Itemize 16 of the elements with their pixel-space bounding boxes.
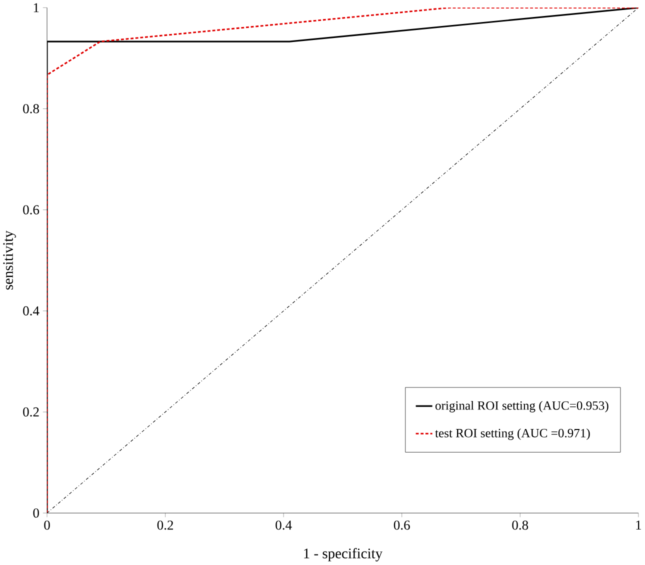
legend-label: test ROI setting (AUC =0.971) bbox=[435, 428, 590, 440]
legend-label: original ROI setting (AUC=0.953) bbox=[435, 401, 608, 413]
x-tick-label: 0.2 bbox=[157, 520, 174, 530]
x-tick-label: 1 bbox=[636, 520, 641, 530]
y-axis-title: sensitivity bbox=[3, 230, 16, 290]
x-axis-title: 1 - specificity bbox=[304, 548, 383, 562]
x-tick-label: 0 bbox=[44, 520, 50, 530]
y-tick-label: 0 bbox=[33, 508, 39, 518]
y-tick-label: 0.2 bbox=[23, 408, 39, 417]
y-tick-label: 0.8 bbox=[23, 104, 39, 114]
x-tick-label: 0.4 bbox=[276, 520, 292, 530]
y-tick-label: 0.4 bbox=[23, 306, 40, 316]
y-tick-label: 1 bbox=[34, 3, 39, 12]
x-tick-label: 0.8 bbox=[512, 520, 528, 530]
y-tick-label: 0.6 bbox=[23, 205, 40, 215]
x-tick-label: 0.6 bbox=[394, 520, 410, 530]
